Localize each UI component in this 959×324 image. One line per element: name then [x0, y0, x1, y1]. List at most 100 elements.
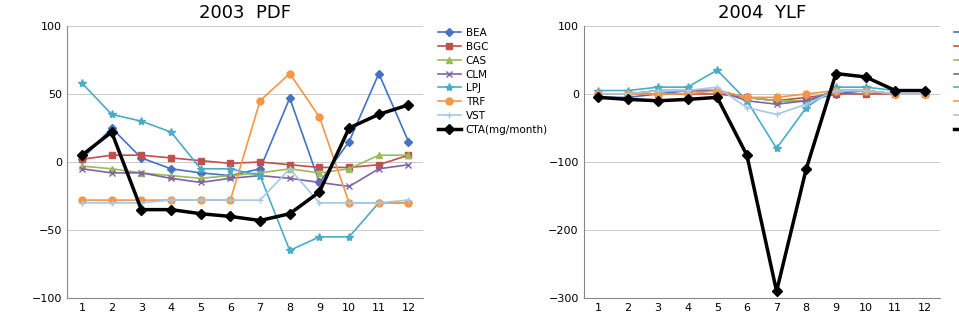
- CTA(mg/month): [224, 214, 236, 218]
- VST: [314, 201, 325, 205]
- TRF: [622, 92, 634, 96]
- LPJ: [76, 81, 87, 85]
- CTA(mg/month): [801, 167, 812, 171]
- Title: 2003  PDF: 2003 PDF: [199, 4, 292, 22]
- TRF: [652, 92, 664, 96]
- BGC: [712, 92, 723, 96]
- BGC: [314, 166, 325, 169]
- VST: [801, 102, 812, 106]
- LPJ: [254, 174, 266, 178]
- LPJ: [593, 88, 604, 92]
- CAS: [771, 99, 783, 103]
- Legend: BEA, BGC, CAS, CLM, LPJ, TRF, VST, CTA(mg/month): BEA, BGC, CAS, CLM, LPJ, TRF, VST, CTA(m…: [435, 26, 550, 137]
- BGC: [682, 92, 693, 96]
- BGC: [403, 153, 414, 157]
- TRF: [254, 99, 266, 103]
- TRF: [135, 198, 147, 202]
- CTA(mg/month): [373, 112, 385, 116]
- Legend: BEA, BGC, CAS, CLM, LPJ, TRF, VST, CTA(mg/month): BEA, BGC, CAS, CLM, LPJ, TRF, VST, CTA(m…: [952, 26, 959, 137]
- BEA: [830, 92, 842, 96]
- CAS: [682, 88, 693, 92]
- CLM: [284, 176, 295, 180]
- CTA(mg/month): [314, 190, 325, 194]
- CTA(mg/month): [284, 212, 295, 216]
- TRF: [224, 198, 236, 202]
- BEA: [105, 126, 117, 130]
- CTA(mg/month): [712, 95, 723, 99]
- TRF: [860, 88, 872, 92]
- Line: CLM: CLM: [596, 88, 927, 107]
- CLM: [920, 92, 931, 96]
- BEA: [652, 92, 664, 96]
- CLM: [403, 163, 414, 167]
- CLM: [224, 176, 236, 180]
- CTA(mg/month): [890, 88, 901, 92]
- CLM: [830, 88, 842, 92]
- CAS: [284, 167, 295, 171]
- CAS: [195, 176, 206, 180]
- BGC: [343, 166, 355, 169]
- CTA(mg/month): [165, 208, 176, 212]
- CLM: [76, 167, 87, 171]
- Line: TRF: TRF: [595, 87, 928, 101]
- Line: CTA(mg/month): CTA(mg/month): [595, 70, 928, 295]
- CAS: [373, 153, 385, 157]
- LPJ: [165, 130, 176, 134]
- BGC: [771, 99, 783, 103]
- LPJ: [622, 88, 634, 92]
- CAS: [403, 153, 414, 157]
- TRF: [403, 201, 414, 205]
- Line: VST: VST: [595, 84, 928, 118]
- VST: [920, 92, 931, 96]
- LPJ: [284, 249, 295, 252]
- BGC: [254, 160, 266, 164]
- VST: [165, 198, 176, 202]
- VST: [712, 85, 723, 89]
- TRF: [76, 198, 87, 202]
- LPJ: [712, 68, 723, 72]
- CTA(mg/month): [682, 98, 693, 101]
- BEA: [284, 96, 295, 100]
- CAS: [135, 171, 147, 175]
- VST: [105, 201, 117, 205]
- Line: CAS: CAS: [80, 152, 411, 181]
- BGC: [920, 92, 931, 96]
- CTA(mg/month): [343, 126, 355, 130]
- CLM: [712, 88, 723, 92]
- BEA: [195, 171, 206, 175]
- VST: [652, 88, 664, 92]
- CTA(mg/month): [195, 212, 206, 216]
- BEA: [165, 167, 176, 171]
- CLM: [254, 174, 266, 178]
- CAS: [76, 164, 87, 168]
- BEA: [771, 99, 783, 103]
- TRF: [682, 92, 693, 96]
- BEA: [801, 99, 812, 103]
- VST: [224, 198, 236, 202]
- LPJ: [682, 85, 693, 89]
- VST: [254, 198, 266, 202]
- LPJ: [801, 106, 812, 110]
- VST: [622, 92, 634, 96]
- BGC: [76, 157, 87, 161]
- Line: LPJ: LPJ: [78, 79, 412, 255]
- CTA(mg/month): [254, 219, 266, 223]
- TRF: [920, 92, 931, 96]
- CLM: [165, 176, 176, 180]
- LPJ: [105, 112, 117, 116]
- TRF: [741, 95, 753, 99]
- BEA: [314, 180, 325, 184]
- CLM: [771, 102, 783, 106]
- BGC: [165, 156, 176, 160]
- TRF: [314, 115, 325, 119]
- CAS: [712, 88, 723, 92]
- BGC: [622, 92, 634, 96]
- Title: 2004  YLF: 2004 YLF: [717, 4, 806, 22]
- BGC: [890, 92, 901, 96]
- LPJ: [771, 146, 783, 150]
- BGC: [801, 95, 812, 99]
- Line: TRF: TRF: [79, 70, 412, 206]
- CLM: [652, 88, 664, 92]
- TRF: [195, 198, 206, 202]
- CLM: [741, 99, 753, 103]
